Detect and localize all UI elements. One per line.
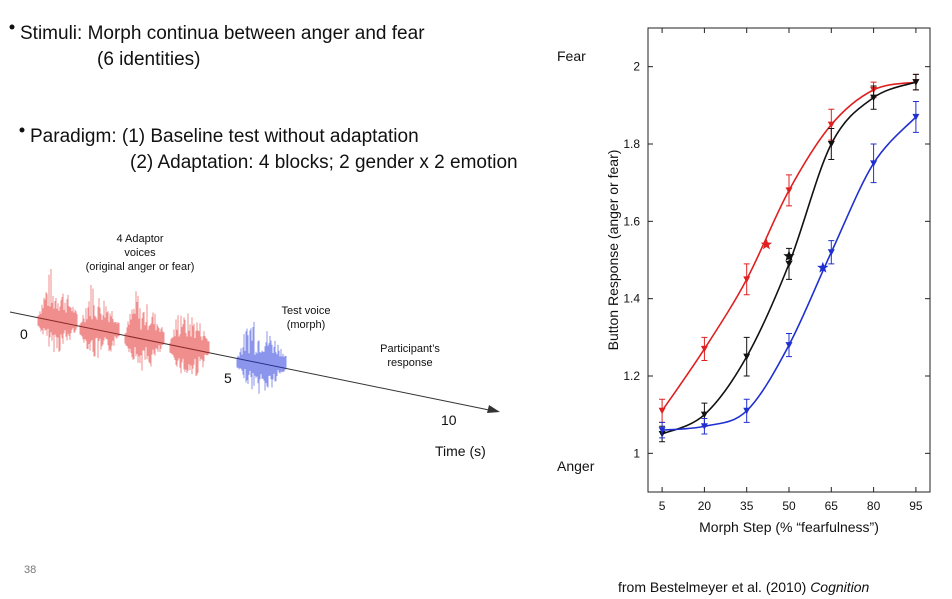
slide-number: 38 [24,564,36,576]
x-tick-label: 80 [867,499,881,513]
data-point [743,276,751,283]
data-point [743,353,751,361]
x-tick-label: 20 [698,499,712,513]
data-point [658,407,666,415]
data-point [700,411,708,419]
data-point [912,79,920,86]
data-point [743,407,751,415]
y-tick-label: 2 [633,60,640,74]
test-label: (morph) [287,319,326,331]
data-point [827,249,835,256]
bullet [19,127,25,133]
pse-star [817,261,829,273]
stimuli-line: (6 identities) [97,49,201,70]
y-axis-label: Button Response (anger or fear) [605,150,621,351]
data-point [827,121,835,129]
time-tick: 0 [20,326,28,342]
pse-star [760,238,773,250]
data-point [827,141,835,148]
x-tick-label: 65 [825,499,839,513]
pse-star [783,250,795,261]
waveform [37,269,78,353]
bottom-label: Anger [557,458,595,474]
data-point [700,345,708,353]
top-label: Fear [557,48,586,64]
citation-text: from Bestelmeyer et al. (2010) [618,579,806,595]
data-point [700,423,708,430]
waveform [124,291,165,371]
adaptor-label: (original anger or fear) [86,261,195,273]
data-point [785,187,793,194]
time-tick: 10 [441,412,457,428]
stimuli-line: Stimuli: Morph continua between anger an… [20,23,425,44]
x-tick-label: 95 [909,499,923,513]
x-tick-label: 35 [740,499,754,513]
chart: 1 1.2 1.4 1.6 1.8 2 5 20 35 50 65 80 95 Morph Step (%… [557,27,931,535]
y-tick-label: 1 [633,446,640,460]
timeline: 0 5 10 Time (s) 4 Adaptor voices (origin… [9,233,500,459]
data-point [785,342,793,349]
data-point [870,160,878,167]
paradigm-line: (2) Adaptation: 4 blocks; 2 gender x 2 e… [130,152,518,173]
adaptor-label: 4 Adaptor [116,233,163,245]
waveform [236,321,287,394]
data-point [785,260,793,268]
citation-journal: Cognition [810,579,869,595]
citation: from Bestelmeyer et al. (2010) Cognition [618,579,870,595]
y-tick-label: 1.2 [623,369,640,383]
x-axis-label: Morph Step (% “fearfulness”) [699,519,879,535]
adaptor-label: voices [124,247,156,259]
waveform [79,285,120,358]
bullet [9,24,15,30]
response-label: response [387,357,432,369]
y-tick-label: 1.4 [623,292,640,306]
x-tick-label: 5 [659,499,666,513]
data-point [870,94,878,102]
y-tick-label: 1.6 [623,214,640,228]
test-label: Test voice [282,305,331,317]
data-point [658,427,666,434]
y-tick-label: 1.8 [623,137,640,151]
data-point [912,113,920,121]
arrow-head [487,405,500,413]
time-tick: 5 [224,370,232,386]
time-axis-label: Time (s) [435,443,486,459]
response-label: Participant’s [380,343,440,355]
waveform [169,313,210,376]
paradigm-line: Paradigm: (1) Baseline test without adap… [30,126,419,147]
x-tick-label: 50 [782,499,796,513]
